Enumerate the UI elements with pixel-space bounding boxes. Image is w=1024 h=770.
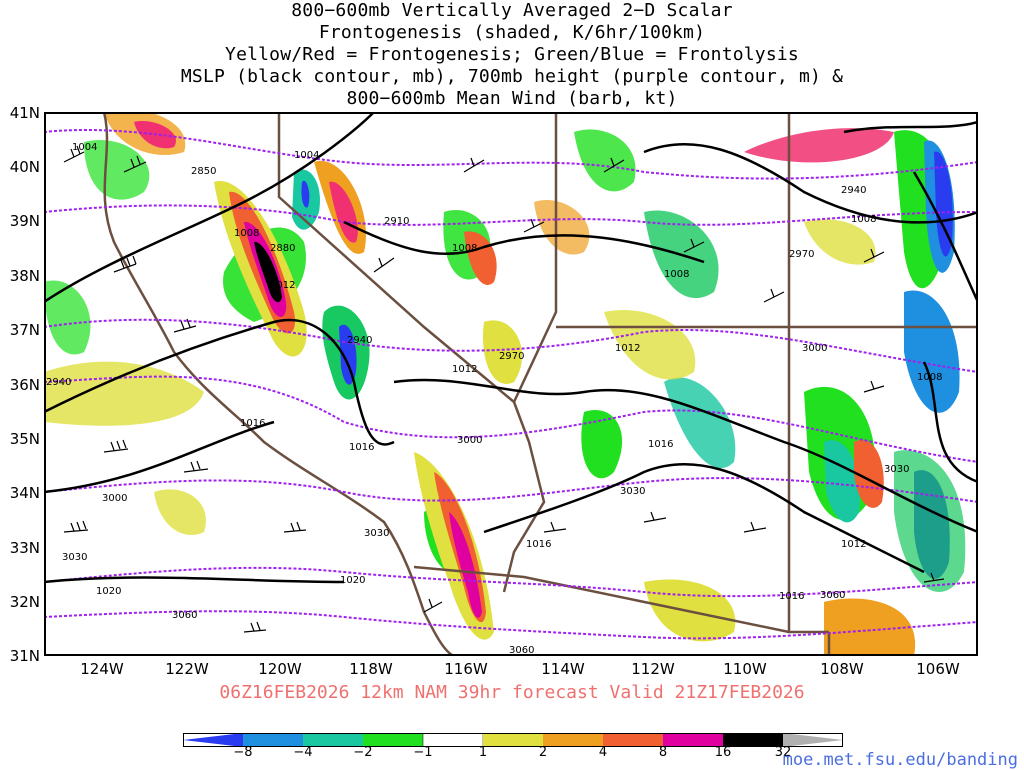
mslp-label: 1016	[779, 591, 804, 602]
colorbar-tick: −1	[413, 745, 433, 760]
colorbar-seg	[603, 733, 663, 747]
height-label: 2940	[347, 335, 372, 346]
title-line-5: 800−600mb Mean Wind (barb, kt)	[346, 88, 678, 109]
height-label: 3030	[364, 528, 389, 539]
colorbar-tick: 16	[714, 745, 732, 760]
lon-label-124w: 124W	[80, 660, 124, 678]
mslp-label: 1016	[240, 418, 265, 429]
lon-label-114w: 114W	[541, 660, 585, 678]
colorbar-seg	[543, 733, 603, 747]
mslp-contours	[44, 112, 978, 584]
lon-label-110w: 110W	[723, 660, 767, 678]
height-label: 3030	[62, 552, 87, 563]
title-line-1: 800−600mb Vertically Averaged 2−D Scalar	[291, 0, 733, 21]
lat-label-34n: 34N	[9, 484, 40, 502]
height-label: 3060	[172, 610, 197, 621]
title-line-3: Yellow/Red = Frontogenesis; Green/Blue =…	[225, 44, 799, 65]
mslp-label: 1008	[234, 228, 259, 239]
colorbar-tick: −8	[233, 745, 253, 760]
mslp-label: 1008	[452, 243, 477, 254]
height-label: 2940	[46, 377, 71, 388]
lat-label-32n: 32N	[9, 593, 40, 611]
mslp-label: 1004	[72, 142, 97, 153]
colorbar-tick: −4	[293, 745, 313, 760]
colorbar-tick: 4	[598, 745, 608, 760]
mslp-label: 1012	[615, 343, 640, 354]
colorbar-seg	[303, 733, 363, 747]
lon-label-112w: 112W	[631, 660, 675, 678]
colorbar-seg	[183, 733, 243, 747]
frontogenesis-map: 1004 1004 1008 1008 1012 1008 1008 1008 …	[44, 112, 978, 656]
title-block: 800−600mb Vertically Averaged 2−D Scalar…	[0, 0, 1024, 110]
height-label: 3060	[820, 590, 845, 601]
height-label: 2880	[270, 243, 295, 254]
mslp-label: 1008	[917, 372, 942, 383]
height-label: 2970	[789, 249, 814, 260]
lat-label-33n: 33N	[9, 539, 40, 557]
colorbar-tick: 8	[658, 745, 668, 760]
height-contours	[44, 129, 978, 640]
lon-label-108w: 108W	[820, 660, 864, 678]
lat-label-37n: 37N	[9, 321, 40, 339]
mslp-label: 1020	[96, 586, 121, 597]
mslp-label: 1016	[349, 442, 374, 453]
mslp-label: 1008	[664, 269, 689, 280]
lat-label-41n: 41N	[9, 104, 40, 122]
height-label: 2970	[499, 351, 524, 362]
height-label: 3060	[509, 645, 534, 656]
site-link[interactable]: moe.met.fsu.edu/banding	[782, 750, 1018, 770]
lat-label-31n: 31N	[9, 647, 40, 665]
colorbar-seg	[483, 733, 543, 747]
mslp-label: 1020	[340, 575, 365, 586]
mslp-label: 1016	[526, 539, 551, 550]
lon-label-106w: 106W	[916, 660, 960, 678]
lon-label-118w: 118W	[349, 660, 393, 678]
colorbar-seg	[663, 733, 723, 747]
mslp-label: 1012	[452, 364, 477, 375]
height-label: 3000	[802, 343, 827, 354]
colorbar-tick: −2	[353, 745, 373, 760]
borders-layer	[102, 112, 978, 656]
lon-label-120w: 120W	[258, 660, 302, 678]
height-label: 3000	[102, 493, 127, 504]
colorbar	[183, 733, 843, 747]
run-info-line: 06Z16FEB2026 12km NAM 39hr forecast Vali…	[219, 682, 805, 703]
lat-label-40n: 40N	[9, 158, 40, 176]
map-panel: 1004 1004 1008 1008 1012 1008 1008 1008 …	[44, 112, 978, 656]
mslp-label: 1004	[294, 150, 319, 161]
height-label: 3030	[884, 464, 909, 475]
lon-label-116w: 116W	[444, 660, 488, 678]
title-line-2: Frontogenesis (shaded, K/6hr/100km)	[318, 22, 706, 43]
wind-barbs	[63, 145, 945, 633]
height-label: 3000	[457, 435, 482, 446]
mslp-label: 1012	[841, 539, 866, 550]
lat-label-35n: 35N	[9, 430, 40, 448]
colorbar-seg	[363, 733, 423, 747]
lat-label-36n: 36N	[9, 376, 40, 394]
lon-label-122w: 122W	[165, 660, 209, 678]
contour-labels: 1004 1004 1008 1008 1012 1008 1008 1008 …	[46, 142, 942, 656]
lat-label-38n: 38N	[9, 267, 40, 285]
height-label: 2910	[384, 216, 409, 227]
height-label: 2940	[841, 185, 866, 196]
colorbar-seg	[723, 733, 783, 747]
map-frame	[44, 112, 978, 656]
colorbar-tick: 2	[538, 745, 548, 760]
colorbar-seg	[783, 733, 843, 747]
title-line-4: MSLP (black contour, mb), 700mb height (…	[180, 66, 844, 87]
colorbar-tick: 1	[478, 745, 488, 760]
mslp-label: 1012	[270, 280, 295, 291]
lat-label-39n: 39N	[9, 212, 40, 230]
colorbar-seg	[243, 733, 303, 747]
height-label: 2850	[191, 166, 216, 177]
mslp-label: 1016	[648, 439, 673, 450]
height-label: 3030	[620, 486, 645, 497]
mslp-label: 1008	[851, 214, 876, 225]
colorbar-tick: 32	[774, 745, 792, 760]
